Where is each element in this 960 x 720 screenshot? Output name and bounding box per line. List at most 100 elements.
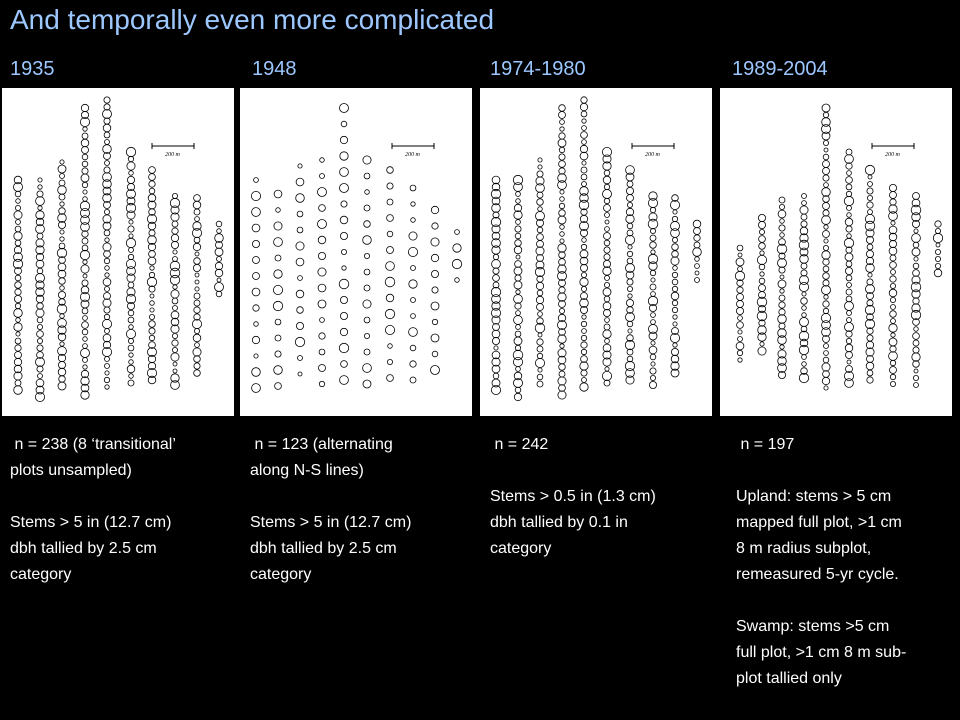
sample-point-marker [823, 140, 830, 147]
sample-point-marker [579, 102, 589, 112]
sample-point-marker [779, 288, 785, 294]
sample-point-marker [778, 370, 787, 379]
sample-point-marker [319, 173, 325, 179]
sample-point-marker [58, 193, 66, 201]
sample-point-marker [626, 334, 634, 342]
sample-point-marker [671, 243, 679, 251]
sample-point-marker [758, 214, 767, 223]
sample-point-marker [650, 361, 656, 367]
sample-point-marker [431, 222, 439, 230]
sample-point-marker [386, 246, 394, 254]
sample-point-marker [912, 339, 920, 347]
sample-point-marker [602, 343, 612, 353]
sample-point-marker [149, 307, 155, 313]
sample-point-marker [649, 234, 657, 242]
sample-point-marker [13, 245, 23, 255]
sample-point-marker [558, 111, 566, 119]
sample-point-marker [843, 195, 855, 207]
sample-point-marker [671, 299, 679, 307]
sample-point-marker [102, 109, 112, 119]
sample-point-marker [558, 132, 566, 140]
sample-point-marker [172, 368, 178, 374]
sample-point-marker [103, 201, 111, 209]
sample-point-marker [557, 320, 567, 330]
sample-point-marker [626, 229, 634, 237]
sample-point-marker [800, 220, 808, 228]
sample-point-marker [362, 235, 372, 245]
sample-point-marker [170, 233, 180, 243]
sample-point-marker [296, 226, 304, 234]
sample-point-marker [81, 244, 89, 252]
sample-point-marker [410, 217, 416, 223]
sample-point-marker [557, 173, 567, 183]
sample-point-marker [194, 279, 200, 285]
sample-point-marker [57, 318, 67, 328]
sample-point-marker [126, 287, 136, 297]
sample-point-marker [36, 302, 44, 310]
sample-point-marker [559, 231, 565, 237]
sample-point-marker [386, 358, 393, 365]
sample-point-marker [558, 258, 566, 266]
sample-point-marker [844, 252, 854, 262]
sample-point-marker [491, 294, 501, 304]
sample-point-marker [536, 303, 544, 311]
sample-point-marker [128, 373, 134, 379]
sample-point-marker [624, 234, 635, 245]
sample-point-marker [148, 250, 156, 258]
sample-point-marker [170, 352, 180, 362]
sample-point-marker [648, 324, 658, 334]
sample-point-marker [558, 202, 566, 210]
sample-point-marker [823, 182, 829, 188]
sample-point-marker [192, 221, 202, 231]
sample-point-marker [317, 187, 327, 197]
sample-point-marker [865, 340, 875, 350]
sample-point-marker [557, 215, 567, 225]
sample-point-marker [866, 278, 874, 286]
sample-point-marker [757, 325, 767, 335]
sample-point-marker [579, 221, 589, 231]
sample-point-marker [35, 210, 45, 220]
sample-point-marker [866, 187, 874, 195]
sample-point-marker [889, 261, 897, 269]
sample-point-marker [821, 215, 831, 225]
sample-point-marker [865, 256, 875, 266]
sample-point-marker [148, 229, 156, 237]
sample-point-marker [409, 184, 417, 192]
sample-point-marker [604, 212, 610, 218]
sample-point-marker [274, 334, 282, 342]
sample-point-marker [57, 262, 67, 272]
sample-point-marker [911, 247, 921, 257]
sample-point-marker [339, 327, 349, 337]
sample-point-marker [513, 315, 523, 325]
sample-point-marker [558, 160, 566, 168]
sample-point-marker [558, 251, 566, 259]
sample-point-marker [430, 269, 439, 278]
sample-point-marker [59, 313, 65, 319]
sample-point-marker [128, 219, 134, 225]
sample-point-marker [102, 298, 112, 308]
sample-point-marker [295, 193, 305, 203]
sample-point-marker [866, 201, 874, 209]
sample-point-marker [557, 313, 567, 323]
sample-point-marker [80, 222, 90, 232]
sample-point-marker [581, 237, 587, 243]
sample-point-marker [692, 247, 702, 257]
sample-point-marker [536, 352, 544, 360]
sample-point-marker [81, 132, 89, 140]
sample-point-marker [513, 182, 523, 192]
sample-point-marker [822, 370, 830, 378]
sample-point-marker [801, 305, 807, 311]
sample-point-marker [192, 200, 202, 210]
sample-point-marker [737, 357, 743, 363]
sample-point-marker [823, 238, 829, 244]
sample-point-marker [602, 370, 613, 381]
sample-point-marker [296, 306, 304, 314]
sample-point-marker [694, 277, 700, 283]
sample-point-marker [35, 224, 45, 234]
scale-label: 200 m [165, 152, 181, 158]
sample-point-marker [777, 209, 787, 219]
year-label-1948: 1948 [252, 58, 297, 80]
sample-point-marker [889, 373, 897, 381]
sample-point-marker [57, 213, 67, 223]
sample-point-marker [845, 274, 853, 282]
